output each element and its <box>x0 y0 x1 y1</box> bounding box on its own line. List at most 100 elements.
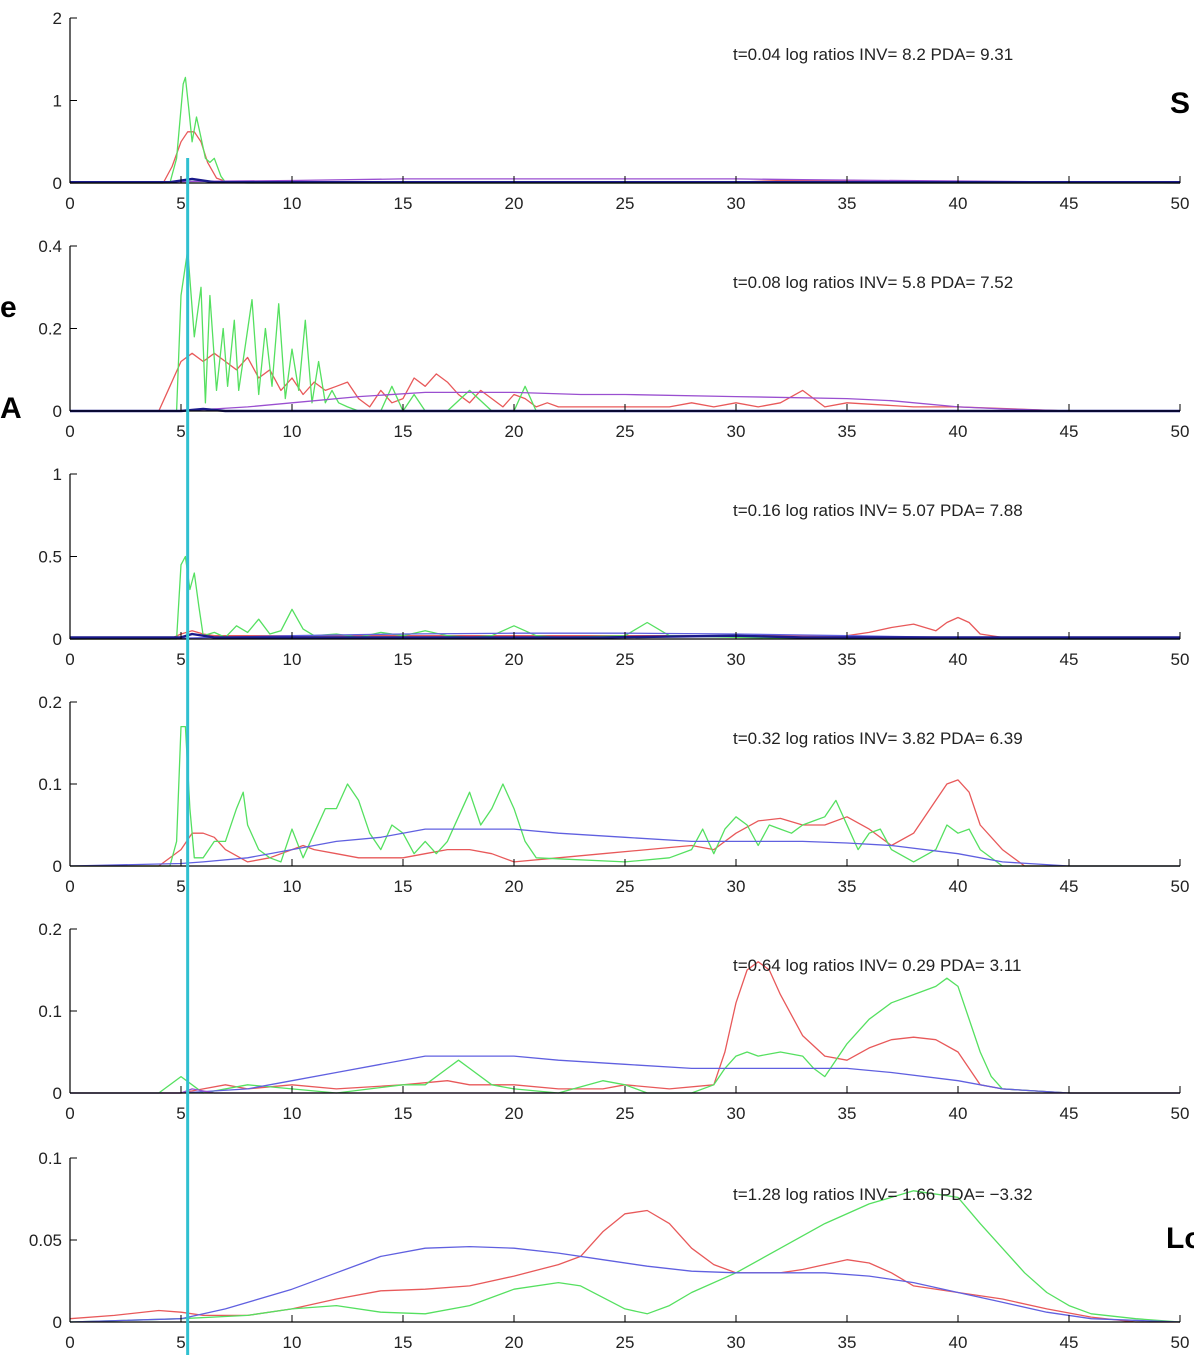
series-line-red <box>70 616 1180 640</box>
chart-panel-2: 0 5 10 15 20 25 30 35 40 45 50 0 0.2 0.4 t=0.08 log ra… <box>38 237 1189 441</box>
series-line-green <box>69 1190 1181 1323</box>
y-tick-label: 0 <box>53 174 62 193</box>
x-tick-label: 10 <box>283 1333 302 1352</box>
x-tick-label: 20 <box>505 1333 524 1352</box>
x-tick-label: 10 <box>283 194 302 213</box>
x-tick-label: 50 <box>1171 1333 1190 1352</box>
x-tick-label: 15 <box>394 650 413 669</box>
x-tick-label: 45 <box>1060 650 1079 669</box>
panel-annotation: t=0.04 log ratios INV= 8.2 PDA= 9.31 <box>733 45 1013 64</box>
panel-annotation: t=0.64 log ratios INV= 0.29 PDA= 3.11 <box>733 956 1021 975</box>
y-tick-label: 1 <box>53 92 62 111</box>
x-tick-label: 15 <box>394 1333 413 1352</box>
series-line-red <box>70 131 1180 184</box>
x-tick-label: 35 <box>838 1333 857 1352</box>
x-tick-label: 45 <box>1060 1333 1079 1352</box>
x-tick-label: 45 <box>1060 877 1079 896</box>
x-tick-label: 0 <box>65 194 74 213</box>
x-tick-label: 25 <box>616 877 635 896</box>
side-label-s: S <box>1170 87 1190 120</box>
x-tick-label: 20 <box>505 877 524 896</box>
x-tick-label: 30 <box>727 1104 746 1123</box>
x-tick-label: 10 <box>283 1104 302 1123</box>
x-tick-label: 50 <box>1171 877 1190 896</box>
x-tick-label: 15 <box>394 877 413 896</box>
x-tick-label: 40 <box>949 1104 968 1123</box>
y-tick-label: 0 <box>53 1313 62 1332</box>
series-line-red <box>70 352 1180 412</box>
x-tick-label: 40 <box>949 877 968 896</box>
x-tick-label: 5 <box>176 650 185 669</box>
x-tick-label: 30 <box>727 194 746 213</box>
x-tick-label: 35 <box>838 877 857 896</box>
x-tick-label: 40 <box>949 194 968 213</box>
series-line-green <box>70 977 1180 1094</box>
y-tick-label: 0.2 <box>38 693 62 712</box>
side-label-lo: Lo <box>1166 1222 1194 1255</box>
x-tick-label: 0 <box>65 877 74 896</box>
x-tick-label: 25 <box>616 1104 635 1123</box>
x-tick-label: 40 <box>949 422 968 441</box>
x-tick-label: 5 <box>176 194 185 213</box>
panel-annotation: t=0.32 log ratios INV= 3.82 PDA= 6.39 <box>733 729 1023 748</box>
x-tick-label: 45 <box>1060 1104 1079 1123</box>
x-tick-label: 30 <box>727 877 746 896</box>
x-tick-label: 40 <box>949 1333 968 1352</box>
x-tick-label: 5 <box>176 1333 185 1352</box>
series-line-green <box>70 725 1180 867</box>
x-tick-label: 5 <box>176 877 185 896</box>
x-tick-label: 15 <box>394 194 413 213</box>
x-tick-label: 35 <box>838 422 857 441</box>
chart-panel-3: 0 5 10 15 20 25 30 35 40 45 50 0 0.5 1 t=0.16 log rati… <box>38 465 1189 669</box>
series-line-darkblue <box>70 632 1180 639</box>
y-tick-label: 0.1 <box>38 1002 62 1021</box>
y-tick-label: 0.2 <box>38 920 62 939</box>
x-tick-label: 50 <box>1171 194 1190 213</box>
y-tick-label: 0.1 <box>38 775 62 794</box>
series-line-green <box>70 555 1180 640</box>
series-line-darkblue <box>70 177 1180 184</box>
x-tick-label: 35 <box>838 194 857 213</box>
x-tick-label: 0 <box>65 650 74 669</box>
y-tick-label: 0 <box>53 402 62 421</box>
x-tick-label: 35 <box>838 650 857 669</box>
x-tick-label: 30 <box>727 650 746 669</box>
x-tick-label: 15 <box>394 422 413 441</box>
x-tick-label: 45 <box>1060 194 1079 213</box>
x-tick-label: 10 <box>283 650 302 669</box>
series-line-green <box>70 249 1180 412</box>
chart-panel-6: 0 5 10 15 20 25 30 35 40 45 50 0 0.05 0.1 t=1.28 log r… <box>29 1149 1190 1352</box>
y-tick-label: 0 <box>53 630 62 649</box>
x-tick-label: 50 <box>1171 650 1190 669</box>
x-tick-label: 20 <box>505 422 524 441</box>
x-tick-label: 5 <box>176 422 185 441</box>
series-line-blue <box>69 828 1180 867</box>
y-tick-label: 0.05 <box>29 1231 62 1250</box>
series-line-purple <box>70 391 1180 412</box>
x-tick-label: 30 <box>727 422 746 441</box>
y-tick-label: 0.1 <box>38 1149 62 1168</box>
side-label-e: e <box>0 291 17 324</box>
x-tick-label: 50 <box>1171 422 1190 441</box>
x-tick-label: 15 <box>394 1104 413 1123</box>
x-tick-label: 50 <box>1171 1104 1190 1123</box>
x-tick-label: 25 <box>616 1333 635 1352</box>
x-tick-label: 30 <box>727 1333 746 1352</box>
chart-panel-5: 0 5 10 15 20 25 30 35 40 45 50 0 0.1 0.2 t=0.64 log ra… <box>38 920 1189 1123</box>
x-tick-label: 25 <box>616 422 635 441</box>
x-tick-label: 0 <box>65 1104 74 1123</box>
series-line-blue <box>69 1245 1181 1323</box>
side-label-a: A <box>0 392 22 425</box>
panel-annotation: t=0.08 log ratios INV= 5.8 PDA= 7.52 <box>733 273 1013 292</box>
x-tick-label: 20 <box>505 194 524 213</box>
y-tick-label: 0 <box>53 857 62 876</box>
series-line-red <box>70 779 1180 867</box>
x-tick-label: 35 <box>838 1104 857 1123</box>
chart-panel-1: 0 5 10 15 20 25 30 35 40 45 50 0 1 2 t=0.04 log ratios… <box>53 9 1190 213</box>
y-tick-label: 0.4 <box>38 237 62 256</box>
chart-panel-4: 0 5 10 15 20 25 30 35 40 45 50 0 0.1 0.2 t=0.32 log ra… <box>38 693 1189 896</box>
x-tick-label: 20 <box>505 650 524 669</box>
x-tick-label: 25 <box>616 194 635 213</box>
